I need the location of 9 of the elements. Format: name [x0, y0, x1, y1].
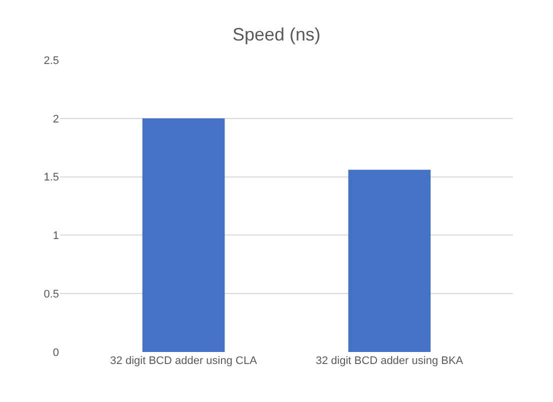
y-tick-label: 2.5: [44, 54, 59, 67]
y-tick-label: 0.5: [44, 288, 59, 300]
y-tick-label: 1: [52, 230, 59, 242]
x-tick-label: 32 digit BCD adder using BKA: [316, 355, 464, 367]
chart-title: Speed (ns): [232, 24, 321, 45]
y-tick-label: 2: [52, 113, 59, 126]
y-tick-label: 0: [52, 346, 59, 359]
y-tick-label: 1.5: [44, 172, 59, 184]
x-tick-label: 32 digit BCD adder using CLA: [110, 355, 258, 367]
